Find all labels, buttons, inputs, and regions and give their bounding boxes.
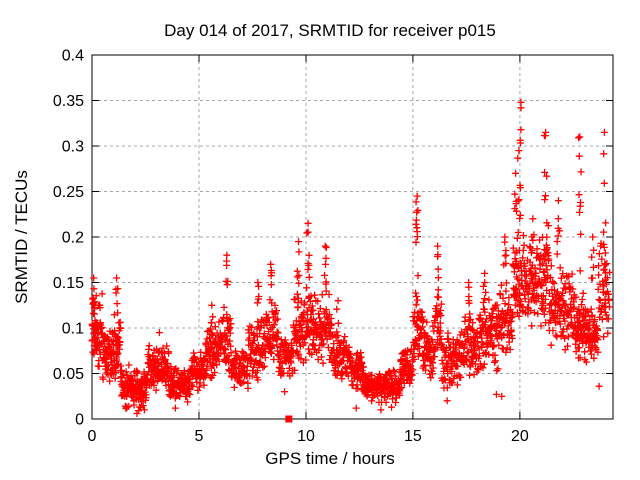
x-tick-label: 10 [297,428,315,445]
y-tick-label: 0.05 [53,366,84,383]
y-tick-label: 0.1 [62,321,84,338]
x-axis-label: GPS time / hours [265,449,395,468]
data-points [88,98,614,417]
chart-title: Day 014 of 2017, SRMTID for receiver p01… [164,21,496,40]
x-tick-label: 0 [88,428,97,445]
y-tick-label: 0.4 [62,48,84,65]
y-tick-label: 0.35 [53,93,84,110]
y-tick-label: 0.25 [53,184,84,201]
tick-marks [91,54,613,420]
y-tick-label: 0 [75,412,84,429]
y-tick-label: 0.15 [53,275,84,292]
y-tick-label: 0.3 [62,139,84,156]
x-tick-label: 20 [511,428,529,445]
y-tick-label: 0.2 [62,230,84,247]
x-tick-label: 15 [404,428,422,445]
axis-marker-square [285,415,293,423]
x-tick-label: 5 [195,428,204,445]
